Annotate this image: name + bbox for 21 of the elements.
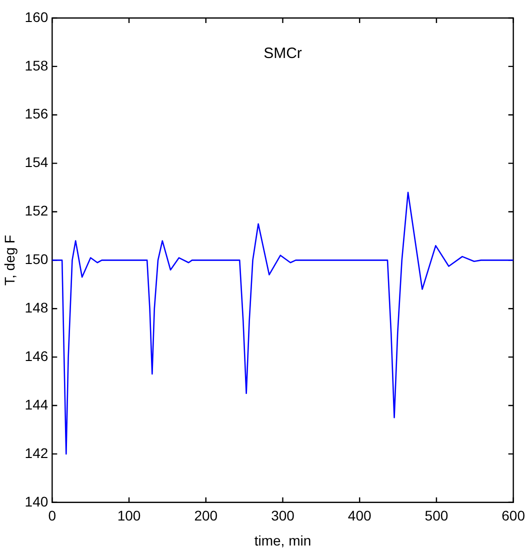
x-tick-label: 300	[271, 508, 295, 524]
y-tick-label: 140	[24, 493, 48, 510]
x-tick-label: 200	[194, 508, 218, 524]
y-tick-label: 150	[24, 251, 48, 268]
y-tick-label: 142	[24, 444, 48, 461]
y-tick-label: 146	[24, 348, 48, 364]
x-axis-title: time, min	[254, 532, 312, 548]
y-tick-label: 160	[24, 8, 48, 25]
x-tick-label: 0	[48, 508, 56, 524]
y-tick-label: 158	[24, 57, 48, 74]
y-tick-label: 148	[24, 300, 48, 316]
annotation: SMCr	[264, 45, 302, 62]
y-tick-label: 152	[24, 202, 48, 219]
y-tick-label: 154	[24, 154, 48, 170]
x-tick-label: 600	[502, 508, 526, 524]
y-tick-label: 156	[24, 106, 48, 122]
x-tick-label: 100	[117, 508, 141, 524]
x-tick-label: 500	[424, 508, 448, 524]
y-tick-label: 144	[24, 396, 48, 412]
y-axis-title: T, deg F	[1, 234, 18, 286]
x-tick-label: 400	[348, 508, 372, 524]
